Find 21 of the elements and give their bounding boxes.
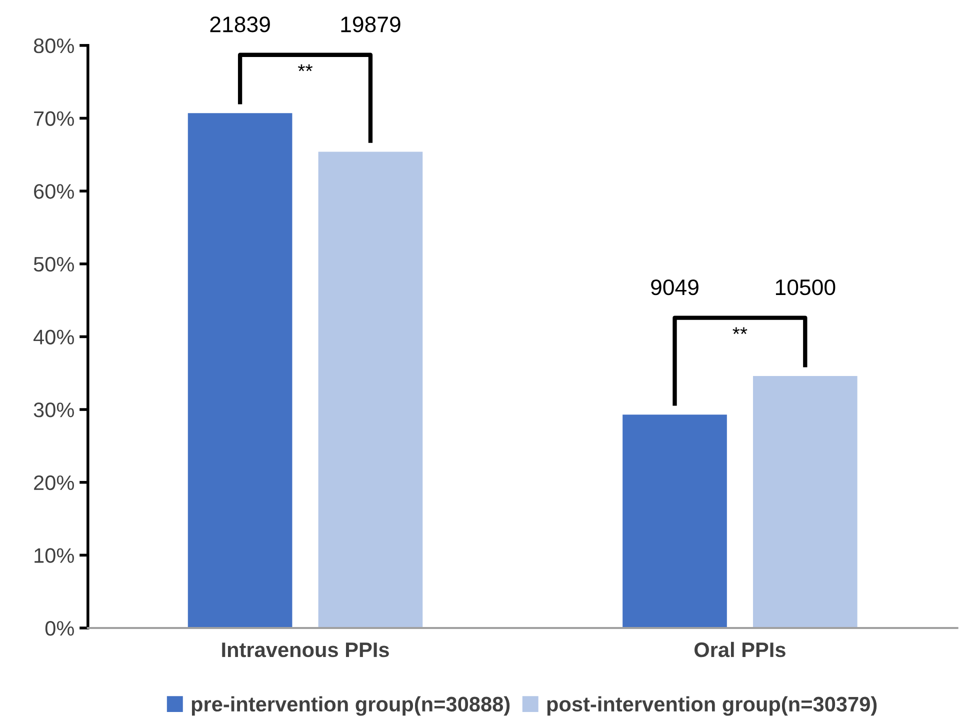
text: 19879 (341, 16, 400, 32)
bar (622, 414, 727, 628)
text: 21839 (210, 16, 270, 32)
annotation: 10500 (776, 279, 836, 296)
x-tick-label: Intravenous PPIs (222, 642, 389, 658)
y-tick-label: 0% (45, 620, 74, 636)
legend-label: pre-intervention group(n=30888) (192, 696, 510, 716)
annotation: ** (732, 327, 748, 334)
y-tick-label: 30% (34, 402, 74, 418)
x-tick-label: Oral PPIs (694, 642, 786, 658)
y-tick-label: 10% (34, 548, 74, 563)
y-tick-label: 70% (34, 111, 74, 126)
bar (318, 152, 423, 628)
y-tick-label: 80% (34, 38, 74, 54)
y-tick-label: 40% (33, 330, 74, 344)
annotation: 9049 (651, 279, 698, 296)
y-tick-label: 50% (34, 256, 74, 272)
y-tick-label: 20% (34, 475, 74, 490)
y-tick-label: 60% (34, 184, 74, 199)
legend-label: post-intervention group(n=30379) (547, 696, 877, 716)
annotation: ** (298, 64, 313, 72)
